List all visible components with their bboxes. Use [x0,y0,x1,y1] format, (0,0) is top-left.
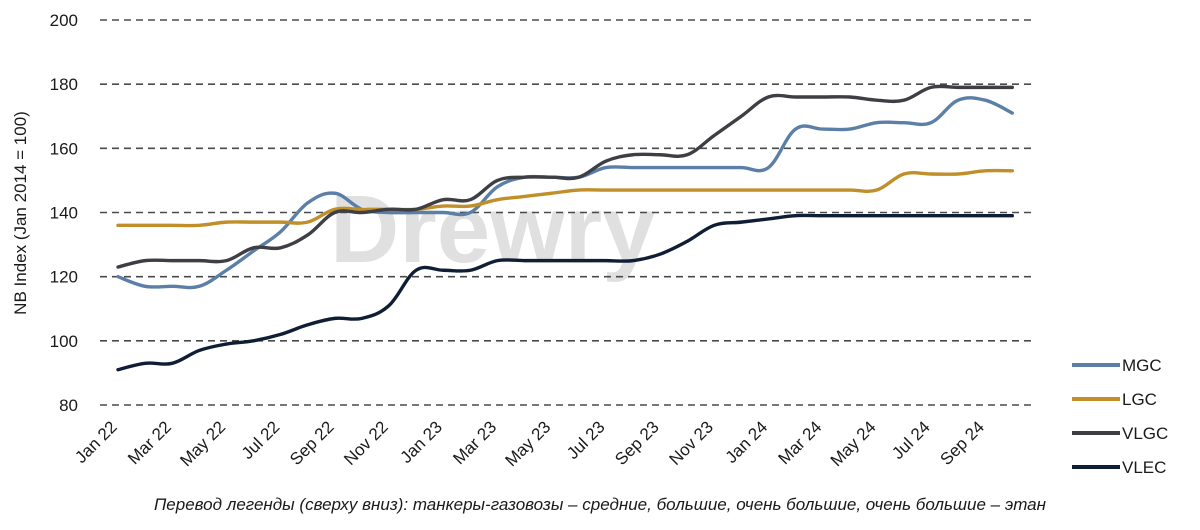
y-tick-label: 80 [59,396,78,415]
watermark: Drewry [330,176,656,283]
legend-label-vlec: VLEC [1122,458,1166,477]
x-tick-label: Jan 24 [722,417,772,467]
x-tick-label: Nov 23 [665,417,717,469]
x-tick-label: Sep 23 [611,417,663,469]
y-axis-ticks: 80 100 120 140 160 180 200 [50,11,78,415]
x-tick-label: Nov 22 [340,417,392,469]
legend-label-vlgc: VLGC [1122,424,1168,443]
series-line-vlgc [116,84,1014,269]
x-tick-label: Sep 22 [286,417,338,469]
series-line-vlec [116,213,1014,372]
legend-label-mgc: MGC [1122,356,1162,375]
x-tick-label: Sep 24 [936,417,988,469]
x-tick-label: Mar 23 [449,417,500,468]
x-tick-label: Jan 23 [396,417,446,467]
legend-label-lgc: LGC [1122,390,1157,409]
x-tick-label: Jul 24 [888,417,934,463]
x-tick-label: Jul 22 [238,417,284,463]
x-tick-label: Jul 23 [563,417,609,463]
line-chart: Drewry 80 100 120 140 160 180 200 NB Index (Ja… [11,11,1168,477]
x-tick-label: Jan 22 [71,417,121,467]
y-tick-label: 160 [50,139,78,158]
y-tick-label: 200 [50,11,78,30]
y-tick-label: 140 [50,204,78,223]
x-tick-label: Mar 22 [124,417,175,468]
series-lines [116,84,1014,372]
x-tick-label: May 22 [176,417,229,470]
y-axis-label: NB Index (Jan 2014 = 100) [11,111,30,315]
y-tick-label: 120 [50,268,78,287]
y-tick-label: 100 [50,332,78,351]
x-tick-label: Mar 24 [775,417,826,468]
y-tick-label: 180 [50,75,78,94]
legend-translation-caption: Перевод легенды (сверху вниз): танкеры-г… [153,495,1046,514]
x-tick-label: May 23 [502,417,555,470]
series-line-lgc [116,168,1014,228]
legend: MGC LGC VLGC VLEC [1072,356,1168,477]
x-axis-ticks: Jan 22 Mar 22 May 22 Jul 22 Sep 22 Nov 22 Jan … [71,417,988,470]
x-tick-label: May 24 [827,417,880,470]
